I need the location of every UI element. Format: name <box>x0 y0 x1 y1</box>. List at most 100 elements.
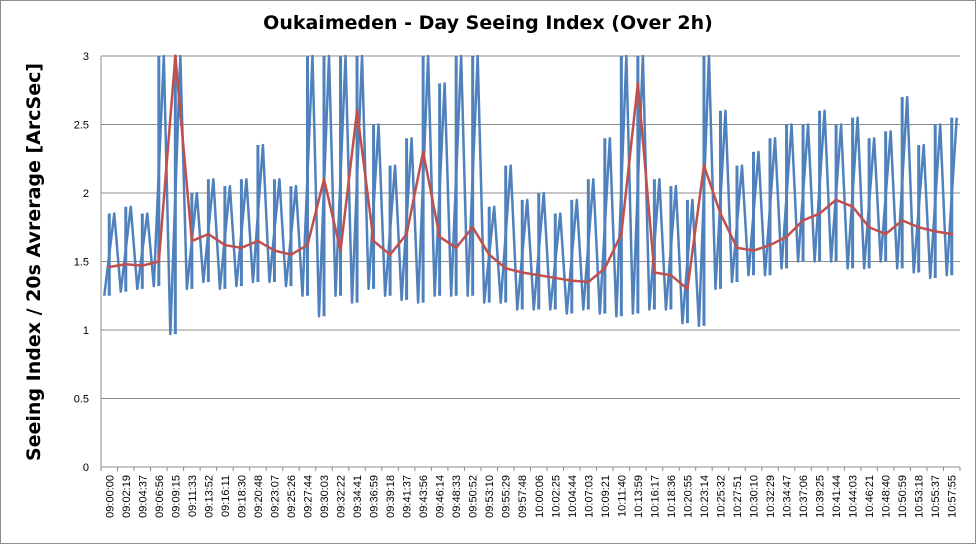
x-tick-label: 09:20:48 <box>253 475 265 518</box>
y-tick-label: 0.5 <box>74 394 89 406</box>
series-average-point <box>355 109 359 113</box>
series-average-point <box>735 246 739 250</box>
x-tick-label: 10:16:17 <box>649 475 661 518</box>
x-tick-label: 10:00:06 <box>534 475 546 518</box>
y-tick-label: 3 <box>83 51 89 63</box>
series-average-point <box>586 280 590 284</box>
x-tick-label: 10:32:29 <box>765 475 777 518</box>
series-average-point <box>504 266 508 270</box>
x-tick-label: 10:07:03 <box>583 475 595 518</box>
x-tick-label: 10:27:51 <box>732 475 744 518</box>
series-average-point <box>140 264 144 268</box>
x-tick-label: 10:18:36 <box>666 475 678 518</box>
x-tick-label: 09:36:59 <box>369 475 381 518</box>
series-average-point <box>834 198 838 202</box>
x-tick-label: 09:25:26 <box>286 475 298 518</box>
series-average-point <box>223 243 227 247</box>
x-tick-label: 09:53:10 <box>484 475 496 518</box>
series-average-point <box>471 225 475 229</box>
x-tick-label: 10:44:03 <box>848 475 860 518</box>
x-tick-label: 09:27:44 <box>302 475 314 518</box>
x-tick-label: 09:04:37 <box>137 475 149 518</box>
chart-title: Oukaimeden - Day Seeing Index (Over 2h) <box>263 12 713 34</box>
series-average-point <box>669 273 673 277</box>
series-average-point <box>884 232 888 236</box>
x-tick-label: 10:25:32 <box>715 475 727 518</box>
series-average-point <box>636 81 640 85</box>
x-tick-label: 09:02:19 <box>121 475 133 518</box>
series-average-point <box>917 225 921 229</box>
y-tick-label: 1 <box>83 325 89 337</box>
series-average-point <box>339 249 343 253</box>
series-average-point <box>272 249 276 253</box>
series-average-point <box>107 265 111 269</box>
series-average-point <box>256 239 260 243</box>
series-average-point <box>537 273 541 277</box>
y-tick-label: 1.5 <box>74 257 89 269</box>
x-tick-label: 10:30:10 <box>749 475 761 518</box>
x-tick-label: 10:23:14 <box>699 475 711 518</box>
x-tick-label: 10:53:18 <box>914 475 926 518</box>
x-tick-label: 09:09:15 <box>170 475 182 518</box>
series-average-point <box>900 218 904 222</box>
series-average-point <box>685 287 689 291</box>
series-average-point <box>173 54 177 58</box>
x-tick-label: 10:02:25 <box>550 475 562 518</box>
series-average-point <box>768 243 772 247</box>
x-tick-label: 10:55:37 <box>930 475 942 518</box>
x-tick-label: 09:48:33 <box>451 475 463 518</box>
x-tick-label: 10:39:25 <box>815 475 827 518</box>
series-average-point <box>950 232 954 236</box>
x-tick-label: 09:34:41 <box>352 475 364 518</box>
y-tick-label: 0 <box>83 462 89 474</box>
series-average-point <box>305 243 309 247</box>
series-average-point <box>289 253 293 257</box>
series-average-point <box>421 150 425 154</box>
x-tick-label: 09:55:29 <box>501 475 513 518</box>
x-tick-label: 09:16:11 <box>220 475 232 517</box>
series-average-point <box>206 232 210 236</box>
x-tick-label: 10:57:55 <box>947 475 959 518</box>
series-average-point <box>570 279 574 283</box>
y-tick-label: 2.5 <box>74 120 89 132</box>
series-average-point <box>190 239 194 243</box>
series-average-point <box>487 253 491 257</box>
x-tick-label: 09:39:18 <box>385 475 397 518</box>
x-tick-label: 10:37:06 <box>798 475 810 518</box>
x-tick-label: 09:18:30 <box>236 475 248 518</box>
x-tick-label: 09:32:22 <box>336 475 348 518</box>
x-tick-label: 09:50:52 <box>468 475 480 518</box>
series-average-point <box>752 249 756 253</box>
x-tick-label: 10:11:40 <box>616 475 628 517</box>
series-average-point <box>652 270 656 274</box>
x-tick-label: 09:13:52 <box>203 475 215 518</box>
x-tick-label: 09:41:37 <box>402 475 414 518</box>
x-tick-label: 09:06:56 <box>154 475 166 518</box>
series-average-point <box>603 266 607 270</box>
x-tick-label: 09:23:07 <box>269 475 281 518</box>
series-average-point <box>702 164 706 168</box>
x-tick-label: 10:41:44 <box>831 475 843 518</box>
x-tick-label: 10:48:40 <box>881 475 893 518</box>
series-average-point <box>322 177 326 181</box>
x-tick-label: 09:00:00 <box>104 475 116 518</box>
x-tick-label: 10:13:59 <box>633 475 645 518</box>
series-average-point <box>818 212 822 216</box>
series-average-point <box>619 232 623 236</box>
x-tick-label: 10:34:47 <box>782 475 794 518</box>
series-average-point <box>239 246 243 250</box>
x-tick-label: 10:20:55 <box>682 475 694 518</box>
x-tick-label: 10:09:21 <box>600 475 612 518</box>
series-average-point <box>718 212 722 216</box>
x-tick-label: 10:50:59 <box>897 475 909 518</box>
series-average-point <box>851 205 855 209</box>
y-tick-label: 2 <box>83 188 89 200</box>
series-average-point <box>405 232 409 236</box>
series-average-point <box>520 270 524 274</box>
x-tick-label: 09:46:14 <box>435 475 447 518</box>
series-average-line <box>109 54 952 291</box>
series-average-point <box>867 225 871 229</box>
x-tick-label: 10:46:21 <box>864 475 876 518</box>
x-tick-label: 09:43:56 <box>418 475 430 518</box>
